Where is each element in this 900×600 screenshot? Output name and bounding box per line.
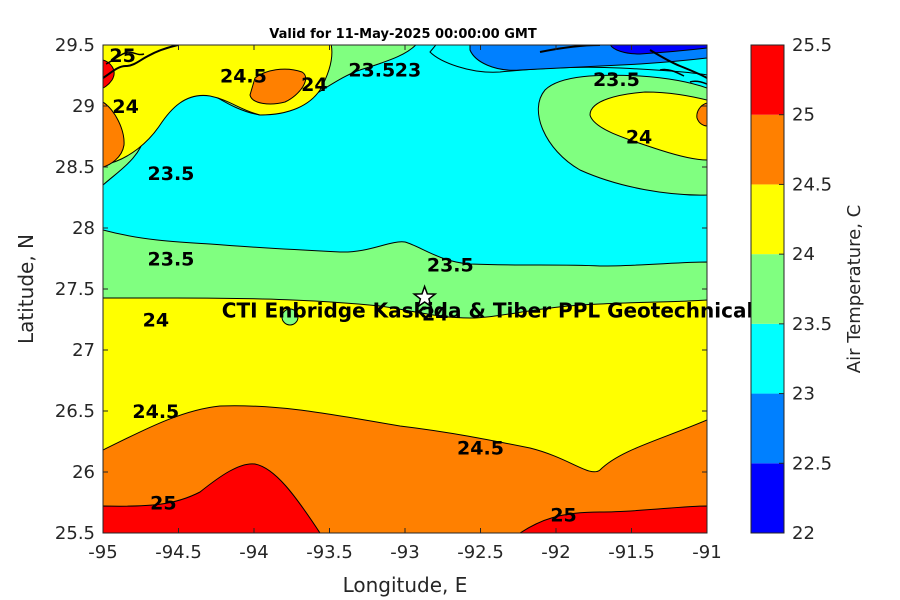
y-tick-label: 28 <box>72 218 95 239</box>
contour-label: 25 <box>150 493 176 515</box>
colorbar-swatch <box>751 323 784 394</box>
x-tick-label: -92 <box>541 542 570 563</box>
chart-title: Valid for 11-May-2025 00:00:00 GMT <box>269 27 537 42</box>
y-tick-label: 28.5 <box>55 157 95 178</box>
x-axis-label: Longitude, E <box>343 573 468 597</box>
colorbar-tick-label: 24.5 <box>792 174 832 195</box>
contour-label: 24 <box>626 127 652 149</box>
band-25-25.5-south <box>103 463 321 533</box>
band-east-24.5 <box>696 102 707 127</box>
x-axis: -95 -94.5 -94 -93.5 -93 -92.5 -92 -91.5 -91 <box>88 45 722 563</box>
band-25-25.5-southeast <box>519 505 707 533</box>
colorbar-tick-label: 23 <box>792 384 815 405</box>
coastline-west-inner <box>105 51 145 65</box>
x-tick-label: -91 <box>692 542 721 563</box>
contour-label: 24 <box>112 96 138 118</box>
y-axis: 25.5 26 26.5 27 27.5 28 28.5 29 29.5 <box>55 35 707 544</box>
x-tick-label: -92.5 <box>457 542 504 563</box>
contour-label: 25 <box>109 45 135 67</box>
colorbar-swatch <box>751 184 784 255</box>
site-star-marker <box>412 284 438 309</box>
contour-label: 24 <box>143 310 169 332</box>
contour-label: 23 <box>395 59 421 81</box>
x-tick-label: -94 <box>239 542 268 563</box>
contour-label: 24 <box>301 74 327 96</box>
band-east-24-24.5 <box>589 91 707 161</box>
colorbar-swatch <box>751 254 784 324</box>
y-tick-label: 25.5 <box>55 523 95 544</box>
contour-label: 24.5 <box>132 401 179 423</box>
colorbar-tick-label: 24 <box>792 244 815 265</box>
marker-layer <box>412 284 438 309</box>
contour-label: 24 <box>422 303 448 325</box>
contour-label: 25 <box>550 505 576 527</box>
colorbar-tick-label: 22 <box>792 523 815 544</box>
band-north-22-22.5 <box>609 45 707 55</box>
colorbar: 22 22.5 23 23.5 24 24.5 25 25.5 <box>750 35 832 544</box>
colorbar-tick-label: 23.5 <box>792 314 832 335</box>
site-label: CTI Enbridge Kaskida & Tiber PPL Geotech… <box>222 299 754 323</box>
contour-label: 24.5 <box>457 438 504 460</box>
colorbar-frame <box>750 44 785 534</box>
colorbar-swatch <box>751 463 784 533</box>
x-tick-label: -93.5 <box>306 542 353 563</box>
colorbar-label: Air Temperature, C <box>844 205 865 373</box>
x-tick-label: -93 <box>390 542 419 563</box>
colorbar-swatch <box>751 393 784 464</box>
x-tick-label: -94.5 <box>155 542 202 563</box>
colorbar-tick-label: 25.5 <box>792 35 832 56</box>
y-tick-label: 27 <box>72 340 95 361</box>
contour-label: 24.5 <box>220 66 267 88</box>
band-north-24.5-25 <box>249 68 307 105</box>
contour-label: 23.5 <box>148 163 195 185</box>
x-tick-label: -91.5 <box>608 542 655 563</box>
contour-label-layer: 24.5 24.5 25 25 23.5 23.5 24 24 23.5 24 24.5 24 23.5… <box>109 45 652 527</box>
coastline-west <box>103 45 179 79</box>
colorbar-tick-label: 25 <box>792 105 815 126</box>
colorbar-swatch <box>751 114 784 185</box>
contour-label: 23.5 <box>148 249 195 271</box>
y-tick-label: 29.5 <box>55 35 95 56</box>
y-tick-label: 27.5 <box>55 279 95 300</box>
colorbar-swatch <box>751 45 784 115</box>
contour-label: 23.5 <box>427 255 474 277</box>
x-tick-label: -95 <box>88 542 117 563</box>
colorbar-tick-label: 22.5 <box>792 453 832 474</box>
band-pocket <box>281 308 299 326</box>
y-tick-label: 26 <box>72 462 95 483</box>
y-tick-label: 29 <box>72 96 95 117</box>
contour-fill-layer <box>103 45 707 533</box>
y-axis-label: Latitude, N <box>14 234 38 344</box>
contour-label: 23.5 <box>348 59 395 81</box>
contour-label: 23.5 <box>593 69 640 91</box>
band-west-24.5 <box>103 101 125 168</box>
coastline-east-islands <box>659 68 707 85</box>
y-tick-label: 26.5 <box>55 401 95 422</box>
